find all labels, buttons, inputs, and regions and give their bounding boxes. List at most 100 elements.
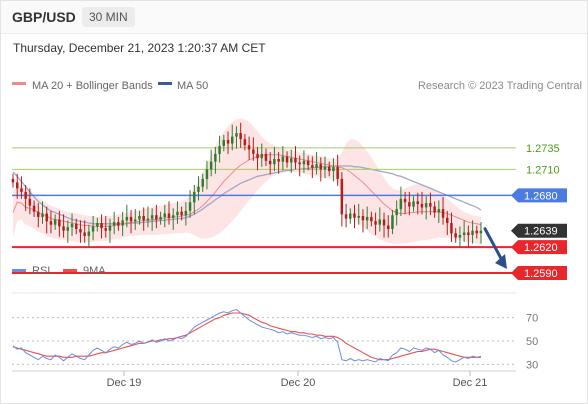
candle-body [424, 203, 428, 208]
candle-body [108, 225, 112, 231]
level-tag-4 [511, 240, 567, 255]
candle-body [32, 205, 36, 212]
candle-body [344, 214, 348, 219]
candle-body [323, 166, 327, 170]
candle-body [37, 211, 40, 217]
candle-body [193, 191, 196, 203]
candle-body [125, 216, 129, 221]
candle-body [129, 216, 133, 222]
candle-body [264, 153, 268, 161]
candle-body [100, 223, 103, 229]
projection-arrow [483, 227, 505, 264]
candle-body [16, 182, 19, 189]
candles [11, 122, 483, 248]
candle-body [163, 213, 166, 217]
candle-body [416, 201, 419, 204]
candle-body [66, 227, 69, 231]
level-tag-label-2: 1.2680 [524, 190, 558, 202]
candle-body [11, 178, 15, 183]
candle-body [479, 230, 483, 234]
candle-body [45, 213, 48, 222]
candle-body [281, 156, 285, 162]
candle-body [302, 160, 306, 165]
candle-body [28, 198, 32, 206]
candle-body [70, 223, 74, 228]
candle-body [209, 161, 213, 170]
candle-body [454, 233, 457, 238]
candle-body [429, 203, 432, 207]
candle-body [188, 202, 192, 211]
candle-body [159, 216, 162, 220]
candle-body [62, 226, 65, 231]
candle-body [150, 215, 154, 219]
candle-body [256, 153, 259, 159]
candle-body [218, 146, 221, 154]
candle-body [205, 169, 209, 179]
candle-body [475, 230, 478, 234]
candle-body [138, 216, 141, 220]
candle-body [226, 140, 230, 144]
candle-body [374, 221, 377, 225]
candle-body [458, 235, 462, 238]
candle-body [83, 232, 86, 236]
rsi-legend-swatch [12, 269, 26, 272]
candle-body [467, 232, 470, 236]
level-label-1: 1.2710 [526, 164, 560, 176]
chart-header: GBP/USD 30 MIN [1, 1, 587, 34]
candle-body [382, 219, 386, 226]
credit-label: Research © 2023 Trading Central [418, 80, 582, 92]
level-label-0: 1.2735 [526, 143, 560, 155]
candle-body [277, 159, 280, 162]
candle-body [311, 165, 314, 168]
timeframe-button[interactable]: 30 MIN [82, 7, 135, 27]
rsi-line [12, 308, 482, 363]
ma50-line [12, 165, 482, 225]
bollinger-band [13, 118, 481, 245]
rsi-ma-legend-label: 9MA [83, 265, 106, 277]
candle-body [353, 213, 356, 218]
candle-body [91, 226, 95, 232]
candle-body [104, 228, 107, 231]
candle-body [184, 210, 188, 216]
rsi-tick-label: 50 [526, 336, 538, 348]
candle-body [433, 206, 436, 213]
level-tag-label-4: 1.2620 [524, 242, 558, 254]
candle-body [96, 223, 99, 227]
candle-body [399, 198, 403, 210]
candle-body [58, 219, 61, 227]
candle-body [167, 213, 171, 218]
candle-body [79, 229, 82, 233]
datetime-label: Thursday, December 21, 2023 1:20:37 AM C… [13, 41, 266, 55]
candle-body [172, 215, 175, 218]
candle-body [20, 188, 23, 192]
x-axis-tick-label: Dec 21 [453, 377, 488, 389]
candle-body [450, 223, 453, 234]
ma20-line [12, 154, 482, 227]
candle-body [285, 156, 289, 163]
candle-body [471, 230, 474, 235]
level-tag-2 [511, 188, 567, 203]
candle-body [306, 160, 310, 166]
candle-body [290, 158, 293, 163]
candle-body [349, 213, 352, 219]
x-axis-tick-label: Dec 20 [281, 377, 316, 389]
candle-body [41, 213, 44, 217]
candle-body [391, 215, 394, 229]
candle-body [441, 209, 445, 218]
rsi-ma-legend-swatch [63, 269, 77, 272]
candle-body [222, 140, 225, 146]
candle-body [357, 216, 360, 218]
symbol-label: GBP/USD [12, 9, 76, 25]
ma20-legend-label: MA 20 + Bollinger Bands [32, 80, 153, 92]
candle-body [340, 178, 344, 215]
candle-body [239, 133, 242, 140]
candle-body [370, 216, 373, 222]
candle-body [268, 160, 272, 165]
candle-body [117, 222, 120, 226]
level-tag-label-5: 1.2590 [524, 268, 558, 280]
candle-body [315, 164, 318, 168]
candle-body [201, 178, 204, 187]
candle-body [121, 220, 124, 226]
candle-body [142, 216, 145, 221]
